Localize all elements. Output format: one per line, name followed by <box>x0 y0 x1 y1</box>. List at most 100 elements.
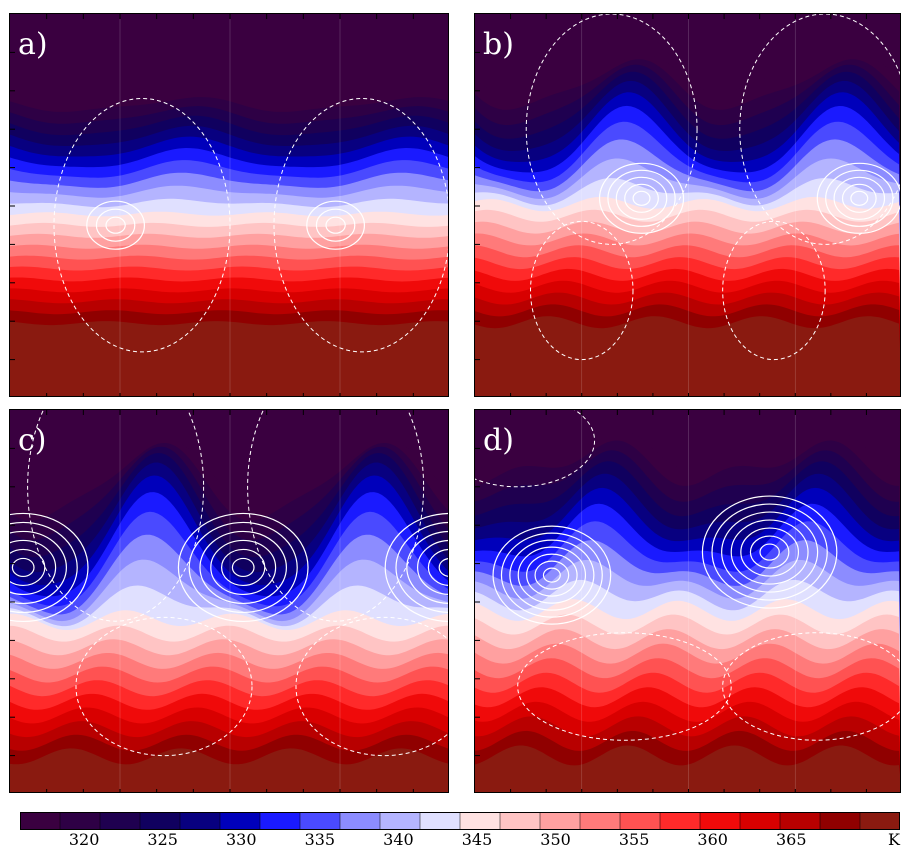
colorbar-tick-label: 325 <box>147 830 178 849</box>
colorbar-tick-label: 330 <box>226 830 257 849</box>
pv-contour <box>740 527 800 577</box>
pv-contour <box>624 183 659 213</box>
colorbar-swatch <box>139 812 181 830</box>
theta-band <box>475 316 900 396</box>
theta-band <box>10 321 448 396</box>
pv-contour <box>10 512 89 623</box>
colorbar-swatch <box>99 812 141 830</box>
pv-contour <box>325 216 346 234</box>
colorbar-tick-label: 345 <box>461 830 493 849</box>
pv-contour <box>177 512 309 623</box>
panel-d-field <box>475 410 900 792</box>
pv-contour <box>500 532 603 618</box>
pv-contour <box>701 495 838 609</box>
colorbar-swatch <box>339 812 381 830</box>
colorbar-swatch <box>379 812 421 830</box>
pv-contour <box>417 539 448 595</box>
pv-contour <box>384 512 448 623</box>
dashed-contour <box>530 220 634 361</box>
pv-contour <box>526 553 578 597</box>
panel-a: a) <box>9 13 449 397</box>
pv-contour <box>199 530 288 605</box>
colorbar-swatch <box>779 812 821 830</box>
panel-d: d) <box>474 409 901 793</box>
colorbar-swatch <box>459 812 501 830</box>
colorbar-tick-label: 350 <box>540 830 571 849</box>
colorbar-swatch <box>499 812 541 830</box>
colorbar-swatch <box>419 812 461 830</box>
colorbar-swatch <box>699 812 741 830</box>
colorbar-frame <box>20 812 900 830</box>
panel-d-label: d) <box>483 423 514 458</box>
panel-c-label: c) <box>18 423 47 458</box>
pv-contour <box>188 521 298 614</box>
pv-contour <box>598 162 685 234</box>
pv-contour <box>542 567 561 583</box>
pv-contour <box>438 557 448 577</box>
pv-contour <box>833 176 886 220</box>
pv-contour <box>492 525 612 625</box>
panel-b: b) <box>474 13 901 397</box>
pv-contour <box>509 539 595 611</box>
dashed-contour <box>75 616 253 757</box>
pv-contour <box>10 539 57 596</box>
panel-a-label: a) <box>18 27 48 62</box>
colorbar-tick-label: 320 <box>68 830 100 849</box>
colorbar-swatch <box>619 812 661 830</box>
dashed-contour <box>53 97 231 353</box>
pv-contour <box>632 190 651 206</box>
panel-c-field <box>10 410 448 792</box>
pv-contour <box>306 200 366 250</box>
colorbar-swatch <box>859 812 900 830</box>
dashed-contour <box>273 98 448 353</box>
pv-contour <box>10 530 67 605</box>
pv-contour <box>231 557 255 578</box>
pv-contour <box>759 543 780 561</box>
pv-contour <box>406 530 448 604</box>
pv-contour <box>850 190 869 206</box>
colorbar-tick-label: 360 <box>697 830 728 849</box>
colorbar-swatch <box>659 812 701 830</box>
colorbar <box>20 812 900 830</box>
panel-b-label: b) <box>483 27 514 62</box>
pv-contour <box>10 548 46 587</box>
pv-contour <box>749 535 790 569</box>
pv-contour <box>841 183 877 213</box>
dashed-contour <box>722 220 826 361</box>
pv-contour <box>730 519 809 585</box>
pv-contour <box>220 548 266 587</box>
pv-contour <box>315 208 356 242</box>
pv-contour <box>10 521 78 614</box>
colorbar-swatch <box>539 812 581 830</box>
pv-contour <box>711 503 828 601</box>
colorbar-swatch <box>299 812 341 830</box>
colorbar-unit: K <box>888 830 900 849</box>
pv-contour <box>395 521 448 613</box>
colorbar-tick-label: 355 <box>618 830 650 849</box>
pv-contour <box>86 200 146 250</box>
pv-contour <box>721 511 819 593</box>
pv-contour <box>607 169 676 227</box>
panel-a-field <box>10 14 448 396</box>
pv-contour <box>427 548 448 586</box>
colorbar-swatch <box>219 812 261 830</box>
pv-contour <box>105 216 126 234</box>
colorbar-swatch <box>59 812 101 830</box>
dashed-contour <box>739 14 900 245</box>
pv-contour <box>11 557 35 578</box>
panel-c: c) <box>9 409 449 793</box>
pv-contour <box>210 539 277 596</box>
pv-contour <box>615 176 668 220</box>
dashed-contour <box>525 14 698 245</box>
theta-band <box>475 745 900 792</box>
colorbar-tick-label: 340 <box>383 830 414 849</box>
colorbar-swatch <box>739 812 781 830</box>
colorbar-swatch <box>819 812 861 830</box>
colorbar-swatch <box>579 812 621 830</box>
colorbar-swatch <box>20 812 61 830</box>
pv-contour <box>534 560 570 590</box>
pv-contour <box>816 162 900 234</box>
panel-b-field <box>475 14 900 396</box>
dashed-contour <box>295 616 448 757</box>
colorbar-tick-label: 335 <box>304 830 336 849</box>
